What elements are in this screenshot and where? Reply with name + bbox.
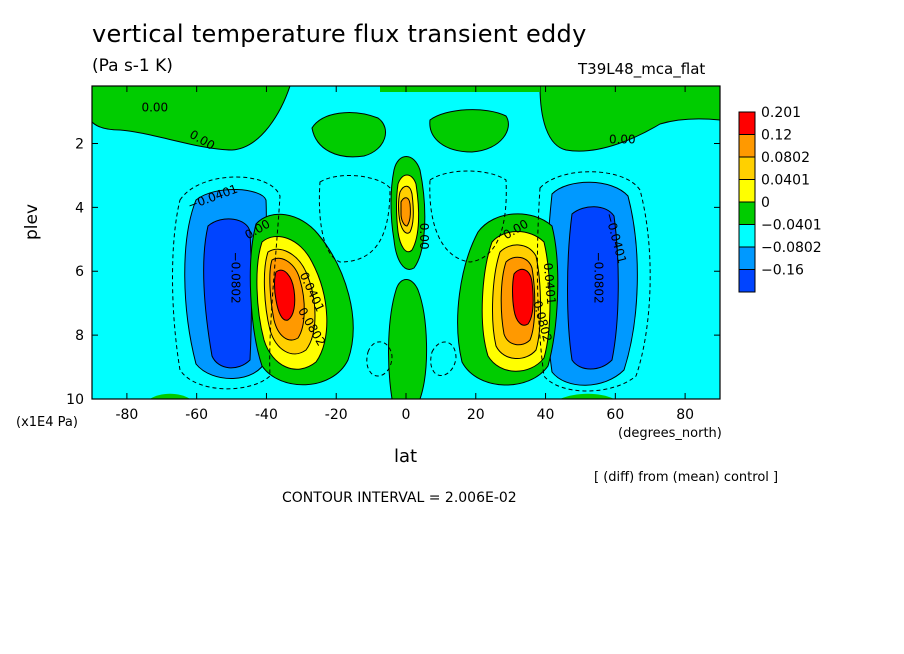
x-tick-label: -40 <box>255 407 278 423</box>
diff-note: [ (diff) from (mean) control ] <box>594 470 779 485</box>
dashed-contours <box>172 170 651 392</box>
contour-label: −0.0802 <box>229 252 243 304</box>
colorbar-label: −0.0401 <box>761 218 822 234</box>
dashed-contour-right <box>536 171 651 392</box>
colorbar-swatch <box>738 246 756 270</box>
contour-label: −0.0802 <box>591 252 605 304</box>
dashed-contour-bottom-right <box>430 341 457 376</box>
colorbar-label: −0.16 <box>761 263 804 279</box>
colorbar: 0.201 0.12 0.0802 0.0401 0 −0.0401 −0.0802 −0.1… <box>738 105 822 293</box>
colorbar-swatch <box>738 111 756 135</box>
contour-field: 0.00 0.000.000.00 0.00 0.00−0.0401−0.0401−0… <box>92 86 720 399</box>
dashed-contour-center <box>318 175 391 263</box>
contour-label: 0.00 <box>417 223 431 250</box>
y-tick-label: 8 <box>75 328 84 344</box>
colorbar-swatch <box>738 269 756 293</box>
run-name: T39L48_mca_flat <box>578 60 706 78</box>
region-red-left-lobe <box>274 269 296 321</box>
colorbar-label: 0.201 <box>761 105 801 121</box>
x-axis-label: lat <box>394 446 418 467</box>
contour-interval: CONTOUR INTERVAL = 2.006E-02 <box>282 490 517 506</box>
contour-label: 0.0401 <box>541 262 559 305</box>
colorbar-label: 0.12 <box>761 128 792 144</box>
y-tick-label: 6 <box>75 264 84 280</box>
contour-label: 0.00 <box>141 101 168 115</box>
x-tick-label: 0 <box>402 407 411 423</box>
region-red-right-lobe <box>512 268 534 326</box>
region-green-top-left <box>92 86 291 151</box>
region-green-top-right <box>539 86 720 152</box>
region-blue-left-inner <box>203 218 252 369</box>
contour-label: 0.00 <box>609 132 636 146</box>
region-green-top-strip <box>380 86 540 92</box>
colorbar-label: 0.0401 <box>761 173 810 189</box>
chart-units: (Pa s-1 K) <box>92 56 173 76</box>
y-axis-unit: (x1E4 Pa) <box>16 415 78 430</box>
x-axis-unit: (degrees_north) <box>618 426 722 441</box>
colorbar-label: −0.0802 <box>761 240 822 256</box>
region-green-top-center <box>429 109 509 153</box>
colorbar-swatch <box>738 156 756 180</box>
region-green-bottom-right <box>560 393 614 399</box>
y-tick-label: 4 <box>75 200 84 216</box>
colorbar-swatch <box>738 201 756 225</box>
region-green-top-mid <box>311 112 387 158</box>
colorbar-label: 0 <box>761 195 770 211</box>
colorbar-label: 0.0802 <box>761 150 810 166</box>
y-tick-label: 10 <box>66 392 84 408</box>
x-tick-label: -80 <box>115 407 138 423</box>
colorbar-swatch <box>738 134 756 158</box>
x-tick-label: -20 <box>325 407 348 423</box>
chart-title: vertical temperature flux transient eddy <box>92 20 587 48</box>
region-blue-right-inner <box>567 206 619 370</box>
colorbar-swatch <box>738 224 756 248</box>
x-tick-label: 20 <box>467 407 485 423</box>
colorbar-swatch <box>738 179 756 203</box>
y-axis-ticks: 2 4 6 8 10 <box>66 136 720 408</box>
x-tick-label: 80 <box>676 407 694 423</box>
x-axis-ticks: -80 -60 -40 -20 0 20 40 60 80 <box>115 86 694 423</box>
dashed-contour-bottom <box>366 341 393 377</box>
x-tick-label: 40 <box>537 407 555 423</box>
x-tick-label: -60 <box>185 407 208 423</box>
region-green-center-lower <box>388 279 428 399</box>
y-tick-label: 2 <box>75 136 84 152</box>
region-green-bottom-left <box>150 393 190 399</box>
dashed-contour-center-right <box>429 170 507 263</box>
region-orange-center <box>400 197 411 227</box>
x-tick-label: 60 <box>606 407 624 423</box>
